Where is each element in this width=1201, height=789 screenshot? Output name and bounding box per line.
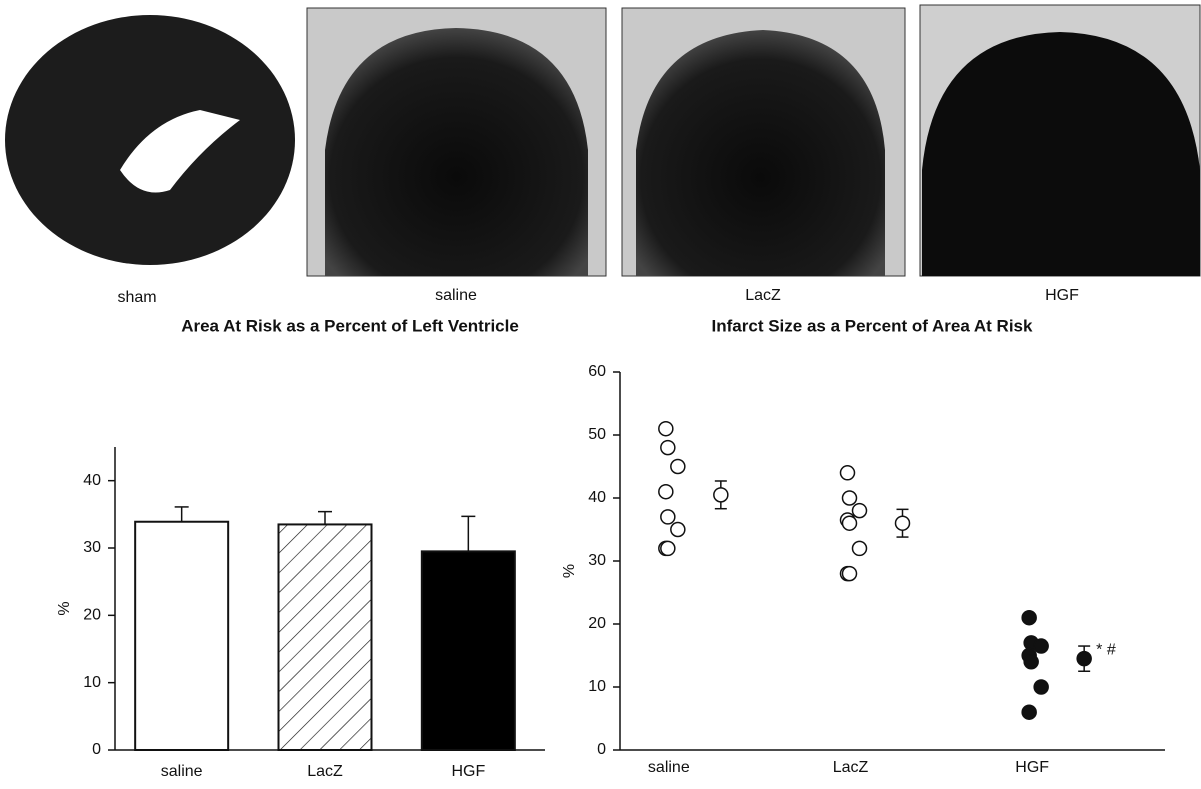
data-point (1033, 638, 1049, 654)
mean-point (713, 487, 729, 503)
y-tick-label: 20 (588, 615, 606, 632)
y-tick-label: 60 (588, 363, 606, 380)
data-point (660, 439, 676, 456)
y-tick-label: 0 (597, 741, 606, 758)
data-point (660, 540, 676, 557)
data-point (1033, 679, 1049, 695)
data-point (658, 420, 674, 437)
photo-hgf (919, 4, 1201, 277)
y-tick-label: 10 (83, 674, 101, 691)
annotation: * # (1096, 641, 1116, 658)
data-point (851, 540, 868, 557)
photo-label: HGF (1045, 287, 1079, 304)
y-tick-label: 50 (588, 426, 606, 443)
mean-point (1076, 650, 1092, 667)
y-tick-label: 20 (83, 607, 101, 624)
y-tick-label: 40 (588, 489, 606, 506)
data-point (841, 565, 858, 582)
data-point (839, 465, 856, 481)
x-tick-label: saline (648, 759, 690, 776)
x-tick-label: saline (161, 763, 203, 780)
photo-saline (306, 7, 607, 277)
data-point (660, 509, 676, 525)
data-point (670, 521, 686, 538)
mean-point (894, 515, 911, 531)
data-point (851, 502, 868, 519)
x-tick-label: LacZ (833, 759, 869, 776)
y-axis-label: % (56, 601, 73, 615)
photo-label: LacZ (745, 287, 781, 304)
y-axis-label: % (561, 564, 578, 578)
x-tick-label: LacZ (307, 763, 343, 780)
bar (420, 550, 516, 751)
x-tick-label: HGF (451, 763, 485, 780)
data-point (1021, 704, 1037, 720)
data-point (1023, 654, 1039, 670)
data-point (841, 515, 858, 531)
photo-lacz (621, 7, 906, 277)
data-point (841, 490, 858, 506)
y-tick-label: 40 (83, 472, 101, 489)
y-tick-label: 30 (588, 552, 606, 569)
chart-title: Area At Risk as a Percent of Left Ventri… (181, 316, 519, 335)
photo-label: sham (117, 289, 156, 306)
photo-label: saline (435, 287, 477, 304)
data-point (658, 483, 674, 500)
y-tick-label: 10 (588, 678, 606, 695)
bar (277, 523, 373, 752)
photo-sham (5, 15, 295, 265)
y-tick-label: 30 (83, 539, 101, 556)
chart-title: Infarct Size as a Percent of Area At Ris… (712, 316, 1033, 335)
x-tick-label: HGF (1015, 759, 1049, 776)
y-tick-label: 0 (92, 741, 101, 758)
data-point (670, 458, 686, 475)
bar (134, 520, 230, 751)
data-point (1021, 609, 1037, 626)
